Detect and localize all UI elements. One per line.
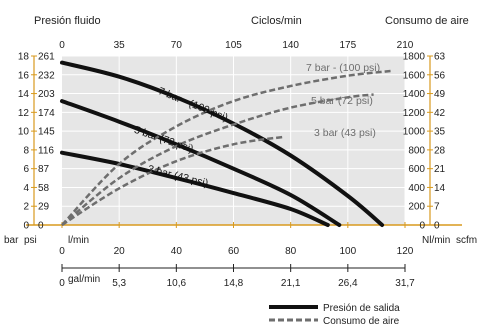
y-tick-label-scfm: 35 <box>434 127 446 138</box>
y-tick-label-bar: 18 <box>18 52 30 63</box>
air-consumption-line <box>61 135 286 227</box>
y-unit-psi: psi <box>24 235 37 246</box>
x-tick-label-galmin: 14,8 <box>224 278 244 289</box>
x-tick-label-lmin: 120 <box>397 246 414 257</box>
y-unit-bar: bar <box>4 235 19 246</box>
y-tick-label-nlmin: 400 <box>408 183 425 194</box>
y-tick-label-psi: 174 <box>38 108 55 119</box>
y-tick-label-scfm: 0 <box>434 221 440 232</box>
x-tick-label-cycles: 35 <box>114 40 126 51</box>
x-unit-lmin: l/min <box>68 235 89 246</box>
axes <box>26 55 462 272</box>
y-tick-label-psi: 261 <box>38 52 55 63</box>
x-tick-label-galmin: 5,3 <box>112 278 126 289</box>
y-tick-label-psi: 58 <box>38 183 50 194</box>
y-tick-label-bar: 10 <box>18 127 30 138</box>
x-tick-label-galmin: 21,1 <box>281 278 301 289</box>
air-series-label: 3 bar (43 psi) <box>314 127 376 139</box>
y-tick-label-nlmin: 1400 <box>403 89 426 100</box>
y-tick-label-nlmin: 1000 <box>403 127 426 138</box>
y-tick-label-psi: 145 <box>38 127 55 138</box>
y-unit-nlmin: Nl/min <box>422 235 450 246</box>
x-unit-galmin: gal/min <box>68 274 100 285</box>
x-tick-label-lmin: 20 <box>114 246 126 257</box>
y-tick-label-bar: 12 <box>18 108 30 119</box>
y-tick-label-scfm: 63 <box>434 52 446 63</box>
x-tick-label-cycles: 105 <box>225 40 242 51</box>
y-unit-scfm: scfm <box>456 235 477 246</box>
y-tick-label-bar: 2 <box>23 202 29 213</box>
y-tick-label-bar: 4 <box>23 183 29 194</box>
y-tick-label-psi: 116 <box>38 145 54 156</box>
x-tick-label-lmin: 100 <box>339 246 356 257</box>
y-tick-label-scfm: 7 <box>434 202 440 213</box>
x-tick-label-lmin: 60 <box>228 246 240 257</box>
y-tick-label-scfm: 42 <box>434 108 446 119</box>
y-tick-label-nlmin: 600 <box>408 164 425 175</box>
y-tick-label-bar: 0 <box>23 221 29 232</box>
title-presion-fluido: Presión fluido <box>34 15 101 27</box>
outlet-pressure-line <box>60 150 330 227</box>
legend-label-consumo-aire: Consumo de aire <box>323 316 400 327</box>
y-tick-label-psi: 29 <box>38 202 50 213</box>
y-tick-label-bar: 8 <box>23 145 29 156</box>
y-tick-label-bar: 14 <box>18 89 30 100</box>
x-tick-label-cycles: 70 <box>171 40 183 51</box>
y-tick-label-nlmin: 0 <box>419 221 425 232</box>
y-tick-label-scfm: 49 <box>434 89 446 100</box>
legend: Presión de salida Consumo de aire <box>269 303 400 327</box>
y-tick-label-nlmin: 1600 <box>403 70 426 81</box>
air-consumption-line <box>61 93 374 226</box>
x-tick-label-galmin: 31,7 <box>395 278 415 289</box>
x-tick-label-lmin: 0 <box>59 246 65 257</box>
y-tick-label-scfm: 56 <box>434 70 446 81</box>
x-tick-label-galmin: 26,4 <box>338 278 358 289</box>
y-tick-label-nlmin: 200 <box>408 202 425 213</box>
air-consumption-line <box>61 69 391 226</box>
outlet-pressure-line <box>60 99 342 227</box>
y-tick-label-nlmin: 1800 <box>403 52 426 63</box>
y-tick-label-scfm: 14 <box>434 183 446 194</box>
y-tick-label-scfm: 28 <box>434 145 446 156</box>
x-tick-label-cycles: 140 <box>282 40 299 51</box>
x-tick-label-lmin: 80 <box>285 246 297 257</box>
x-tick-label-galmin: 0 <box>59 278 65 289</box>
air-series-label: 5 bar (72 psi) <box>311 95 373 107</box>
x-tick-label-cycles: 0 <box>59 40 65 51</box>
y-tick-label-psi: 87 <box>38 164 50 175</box>
y-tick-label-psi: 203 <box>38 89 55 100</box>
x-tick-label-galmin: 10,6 <box>167 278 187 289</box>
x-tick-label-lmin: 40 <box>171 246 183 257</box>
y-tick-label-bar: 16 <box>18 70 30 81</box>
title-consumo-aire: Consumo de aire <box>385 15 469 27</box>
y-tick-label-psi: 232 <box>38 70 55 81</box>
x-tick-label-cycles: 210 <box>397 40 414 51</box>
x-tick-label-cycles: 175 <box>339 40 356 51</box>
air-series-label: 7 bar - (100 psi) <box>306 62 380 74</box>
y-tick-label-bar: 6 <box>23 164 29 175</box>
y-tick-label-scfm: 21 <box>434 164 446 175</box>
title-ciclos-min: Ciclos/min <box>251 15 302 27</box>
series-layer <box>60 60 391 227</box>
y-tick-label-nlmin: 1200 <box>403 108 426 119</box>
legend-label-presion-salida: Presión de salida <box>323 303 400 314</box>
y-tick-label-nlmin: 800 <box>408 145 425 156</box>
y-tick-label-psi: 0 <box>38 221 44 232</box>
